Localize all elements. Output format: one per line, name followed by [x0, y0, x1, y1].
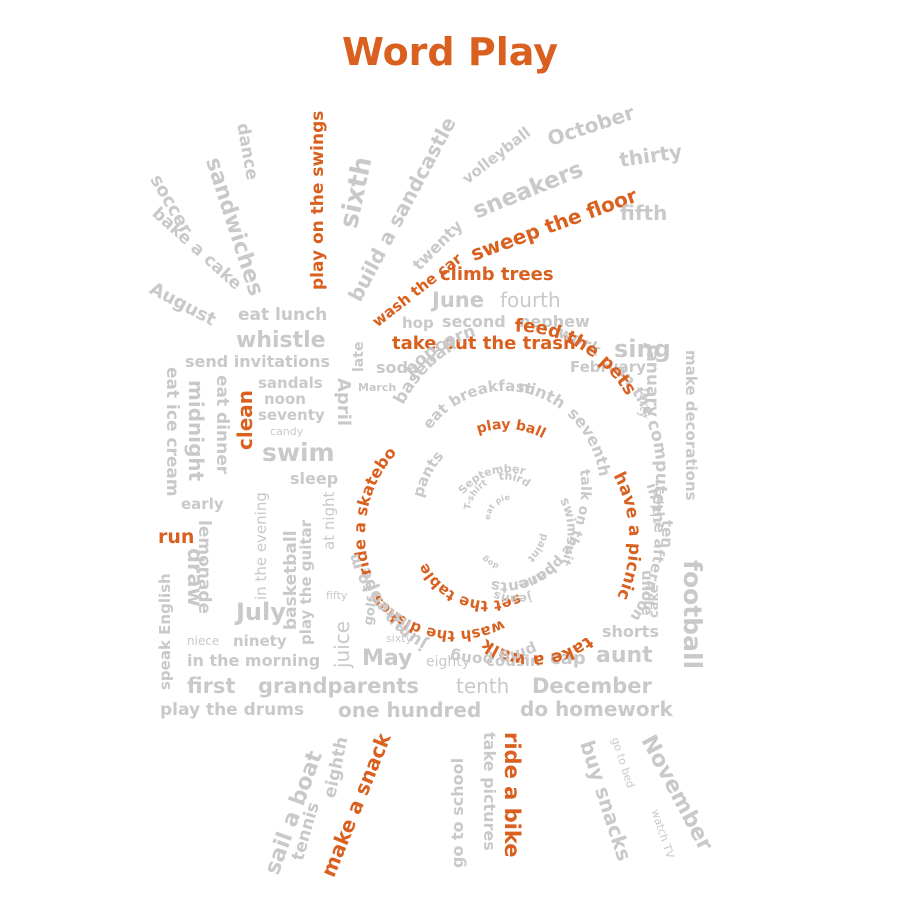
word: eat lunch — [238, 305, 328, 325]
page-title: Word Play — [342, 30, 558, 74]
word: fifty — [326, 589, 348, 602]
word: candy — [270, 425, 304, 438]
word: tenth — [456, 674, 510, 698]
spiral-word: dog — [480, 554, 500, 571]
word: first — [187, 674, 236, 698]
spiral-word: pants — [409, 447, 447, 499]
word: aunt — [596, 643, 653, 668]
word: July — [236, 598, 286, 626]
word: sing — [614, 335, 671, 363]
word: noon — [264, 390, 306, 408]
word: whistle — [236, 328, 326, 353]
word: cap — [550, 648, 586, 669]
spiral-word: swimsuit — [556, 495, 578, 567]
word: swim — [262, 438, 335, 467]
word: in the morning — [187, 651, 321, 670]
word: one hundred — [338, 698, 482, 722]
word: soda — [376, 358, 419, 377]
word: fifth — [620, 201, 668, 225]
word: sixty — [386, 632, 413, 645]
word: send invitations — [185, 352, 331, 371]
spiral-word: third — [498, 469, 533, 489]
word: sleep — [290, 469, 339, 488]
word: shorts — [602, 622, 659, 641]
word: June — [432, 288, 484, 312]
word: May — [362, 646, 413, 671]
spiral-word: eat pie — [483, 493, 511, 521]
word: eighty — [426, 654, 471, 670]
word: December — [532, 674, 652, 698]
word: niece — [187, 634, 220, 648]
word: run — [158, 526, 195, 548]
word: climb trees — [440, 264, 554, 285]
spiral-word: set the table — [414, 560, 524, 615]
word: nephew — [519, 312, 590, 331]
word: fourth — [500, 288, 561, 312]
word: take out the trash — [392, 333, 576, 354]
spiral-word: have a picnic — [609, 469, 645, 603]
spiral-word: ninth — [517, 377, 569, 413]
word: play the drums — [160, 700, 305, 720]
word: second — [442, 312, 506, 331]
word: sandals — [258, 374, 323, 392]
word: March — [358, 381, 397, 394]
spiral-word: ride a skateboard — [0, 0, 400, 578]
word: February — [570, 358, 646, 376]
word: hop — [402, 314, 434, 332]
word: grandparents — [258, 674, 419, 698]
spiral-word: jeans — [491, 588, 535, 606]
spiral-word: play ball — [475, 417, 549, 442]
word: early — [181, 495, 224, 513]
word: cousin — [486, 652, 541, 670]
word: do homework — [520, 697, 673, 721]
spiral-word: seventh — [564, 404, 614, 478]
spiral-word: paint — [525, 533, 550, 565]
word: seventy — [258, 406, 325, 424]
word: ninety — [233, 632, 287, 650]
